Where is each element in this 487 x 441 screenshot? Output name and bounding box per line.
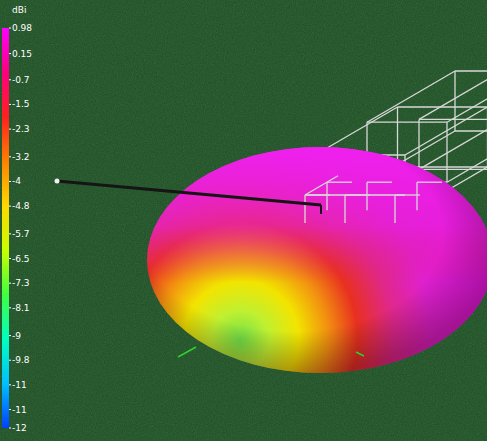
- boom-tip: [55, 179, 60, 184]
- wire: [418, 119, 419, 169]
- tick: [9, 335, 11, 336]
- tick: [9, 360, 11, 361]
- wire: [327, 182, 352, 183]
- wire: [398, 106, 487, 107]
- wire: [305, 194, 405, 195]
- wire: [367, 122, 447, 123]
- tick-label: -11: [12, 380, 27, 390]
- tick: [9, 307, 11, 308]
- tick: [9, 283, 11, 284]
- wire: [305, 176, 338, 195]
- wire: [447, 131, 487, 182]
- tick-label: -1.5: [12, 99, 30, 109]
- tick: [9, 28, 11, 29]
- wire: [367, 71, 455, 122]
- wire: [405, 107, 487, 155]
- wire: [455, 130, 487, 131]
- wire: [419, 125, 487, 170]
- tick-label: -2.3: [12, 124, 30, 134]
- wire: [447, 71, 487, 122]
- wire: [397, 107, 398, 167]
- tick-label: 0.98: [12, 23, 32, 33]
- tick-label: -5.7: [12, 229, 30, 239]
- wire: [344, 195, 345, 223]
- wire: [416, 182, 417, 210]
- colorbar-title: dBi: [12, 5, 26, 15]
- tick: [9, 79, 11, 80]
- wire: [326, 182, 327, 210]
- tick-label: -4: [12, 176, 21, 186]
- tick: [9, 233, 11, 234]
- antenna-elements: [305, 176, 442, 223]
- tick: [9, 206, 11, 207]
- wire: [366, 182, 367, 210]
- tick-label: -3.2: [12, 152, 30, 162]
- wire: [367, 182, 392, 183]
- tick-label: -6.5: [12, 254, 30, 264]
- tick-label: -8.1: [12, 303, 30, 313]
- tick-label: 0.15: [12, 49, 32, 59]
- boom-end: [320, 205, 322, 214]
- tick: [9, 409, 11, 410]
- wire: [304, 195, 305, 223]
- pattern-shade: [147, 147, 487, 373]
- tick-label: -11: [12, 405, 27, 415]
- tick: [9, 129, 11, 130]
- tick-label: -12: [12, 423, 27, 433]
- tick: [9, 258, 11, 259]
- tick: [9, 181, 11, 182]
- wire: [455, 70, 487, 71]
- tick-label: -0.7: [12, 75, 30, 85]
- tick-label: -4.8: [12, 201, 30, 211]
- tick: [9, 384, 11, 385]
- pattern-top: [147, 147, 487, 373]
- tick: [9, 156, 11, 157]
- ground-axis: [178, 347, 196, 357]
- wire: [417, 182, 442, 183]
- tick: [9, 104, 11, 105]
- colorbar: [2, 28, 9, 428]
- tick: [9, 428, 11, 429]
- ground-axis: [356, 352, 364, 356]
- wire: [419, 169, 487, 170]
- scene: dBi 0.98 0.15 -0.7 -1.5 -2.3 -3.2 -4 -4.8 -5.7 -6.…: [0, 0, 487, 441]
- wire: [454, 71, 455, 131]
- tick-label: -7.3: [12, 278, 30, 288]
- pattern-lobe: [147, 147, 487, 373]
- tick: [9, 53, 11, 54]
- wire: [419, 119, 487, 120]
- wire: [394, 195, 395, 223]
- boom: [57, 181, 321, 205]
- tick-label: -9: [12, 331, 21, 341]
- tick-label: -9.8: [12, 355, 30, 365]
